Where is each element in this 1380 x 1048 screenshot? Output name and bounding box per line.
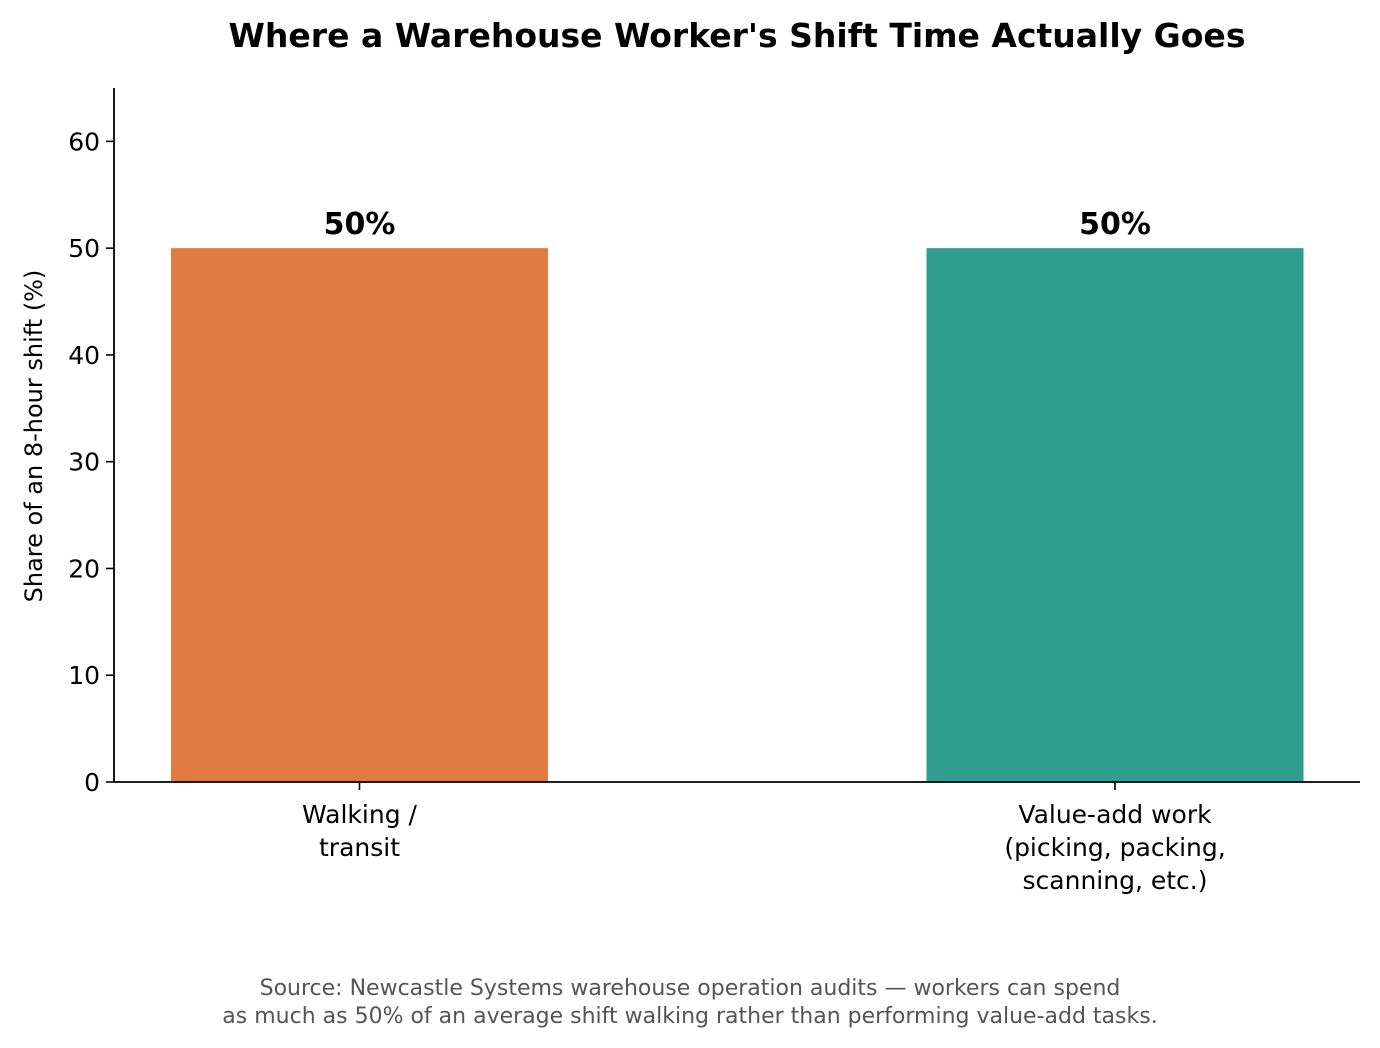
bar-value-label: 50% [1079, 207, 1151, 242]
plot-area: 0 10 20 30 40 50 60 50% Walking / transit 50% Value… [68, 88, 1360, 895]
y-tick-label: 50 [68, 234, 100, 263]
y-tick-label: 60 [68, 127, 100, 156]
y-tick-label: 10 [68, 661, 100, 690]
source-note-line-1: Source: Newcastle Systems warehouse oper… [260, 976, 1121, 1001]
y-tick-label: 40 [68, 341, 100, 370]
bar-value-label: 50% [324, 207, 396, 242]
x-tick-label: Walking / transit [302, 800, 417, 862]
y-axis-label: Share of an 8-hour shift (%) [20, 270, 48, 603]
chart-title: Where a Warehouse Worker's Shift Time Ac… [229, 16, 1246, 55]
bar [171, 248, 548, 783]
y-tick-label: 20 [68, 554, 100, 583]
source-note-line-2: as much as 50% of an average shift walki… [222, 1004, 1157, 1029]
y-tick-label: 0 [84, 768, 100, 797]
bar [926, 248, 1304, 783]
x-tick-label: Value-add work (picking, packing, scanning… [1004, 800, 1225, 895]
y-tick-label: 30 [68, 448, 100, 477]
